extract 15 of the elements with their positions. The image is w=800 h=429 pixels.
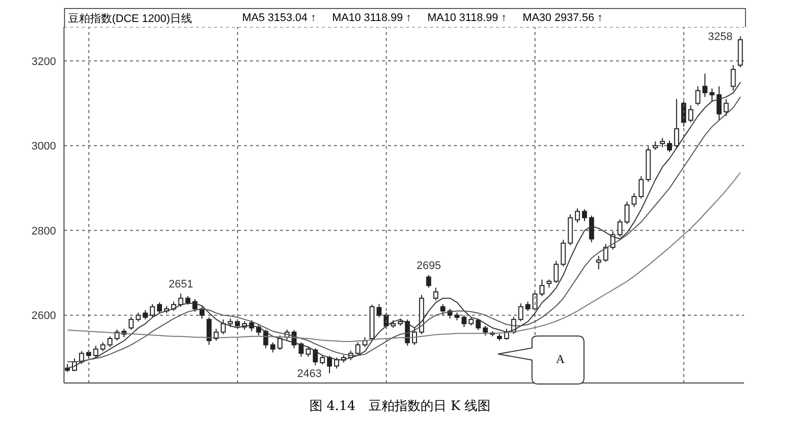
y-tick-label: 2600 — [32, 310, 56, 322]
annotation: 2651 — [168, 278, 194, 291]
y-tick-label: 2800 — [32, 225, 56, 238]
y-tick-label: 3200 — [32, 56, 56, 68]
y-tick-label: 3000 — [32, 140, 56, 153]
annotation: 2695 — [416, 260, 442, 272]
text: MA5 3153.04 ↑ — [242, 12, 316, 24]
text: MA30 2937.56 ↑ — [522, 12, 603, 24]
text: MA10 3118.99 ↑ — [427, 12, 507, 24]
annotation: 3258 — [708, 31, 732, 44]
caption: 图 4.14 豆粕指数的日 K 线图 — [308, 398, 492, 415]
chart-title: 豆粕指数(DCE 1200)日线 — [68, 12, 192, 26]
annotation: A — [556, 352, 565, 367]
text: MA10 3118.99 ↑ — [332, 12, 412, 24]
annotation: 2463 — [297, 368, 322, 380]
